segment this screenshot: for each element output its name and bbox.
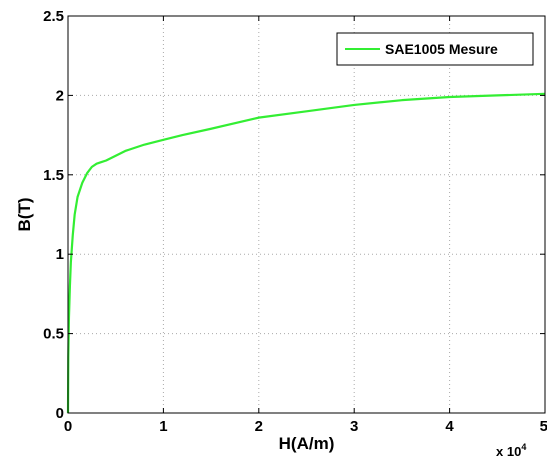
legend-entry-label: SAE1005 Mesure: [385, 41, 498, 57]
x-tick-label: 3: [350, 418, 358, 435]
grid-lines: [68, 16, 545, 413]
y-tick-label: 2.5: [43, 8, 64, 25]
x-axis-label: H(A/m): [279, 434, 335, 453]
axis-ticks: 0 1 2 3 4 5 0 0.5 1 1.5 2 2.5: [43, 8, 547, 435]
x-axis-multiplier: x 104: [496, 442, 526, 459]
y-tick-label: 0: [56, 405, 64, 422]
x-multiplier-exponent: 4: [521, 442, 526, 452]
x-multiplier-base: x 10: [496, 444, 521, 459]
x-tick-label: 1: [159, 418, 167, 435]
x-tick-label: 0: [64, 418, 72, 435]
legend: SAE1005 Mesure: [336, 32, 534, 66]
y-axis-label: B(T): [15, 198, 34, 232]
y-tick-label: 1.5: [43, 167, 64, 184]
y-tick-label: 0.5: [43, 326, 64, 343]
x-tick-label: 4: [445, 418, 454, 435]
x-tick-label: 2: [255, 418, 263, 435]
x-tick-label: 5: [540, 418, 547, 435]
series-layer: [66, 92, 546, 414]
y-tick-label: 1: [56, 246, 64, 263]
series-line-0: [66, 92, 546, 414]
plot-frame: [67, 15, 546, 414]
y-tick-label: 2: [56, 87, 64, 104]
